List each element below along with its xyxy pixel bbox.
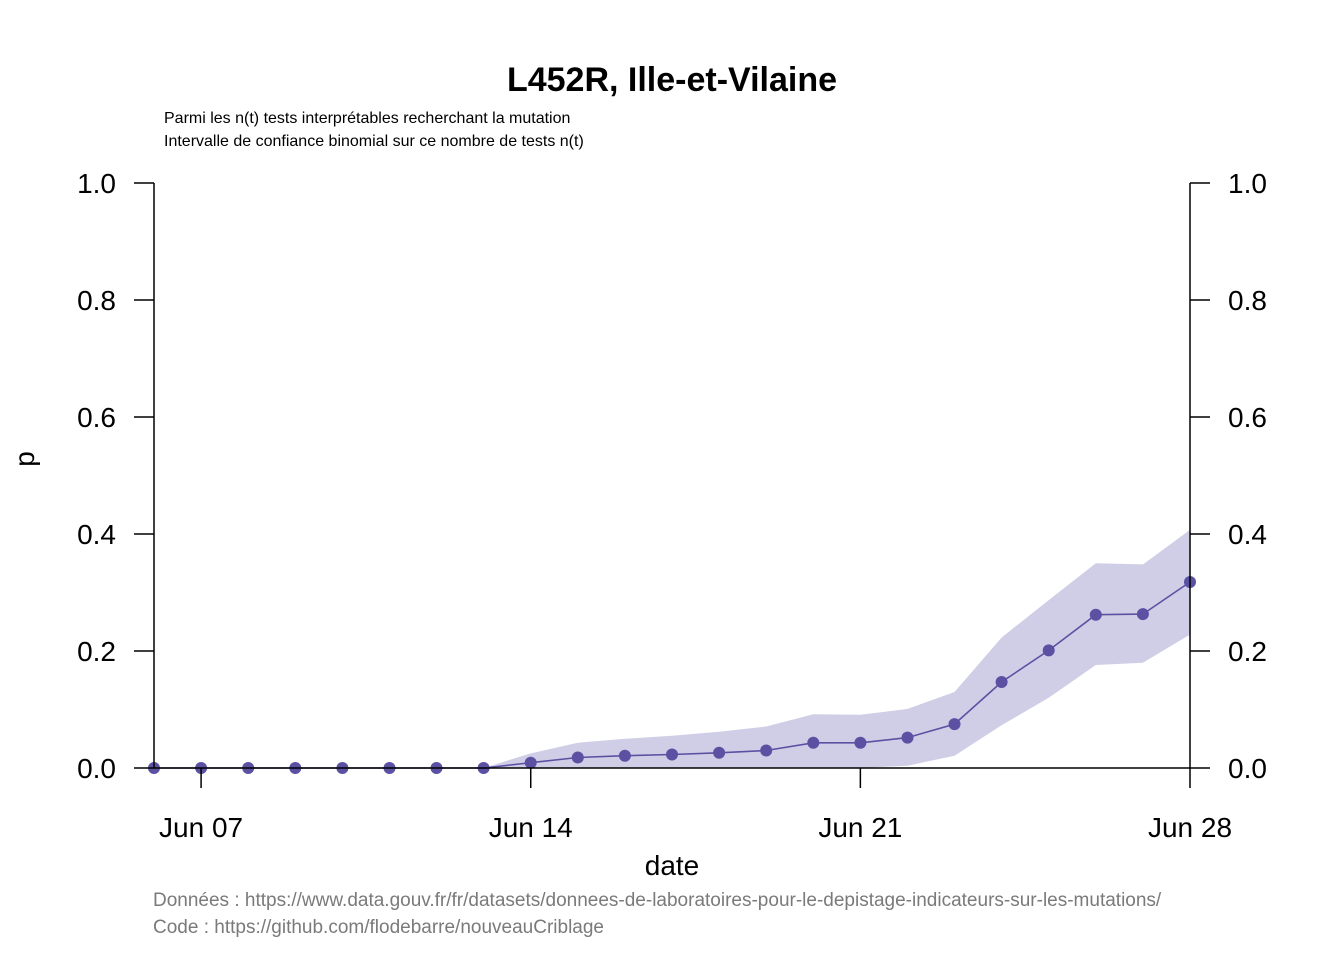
axes-layer: 0.0 0.0 0.2 0.2 0.4 0.4 0.6 0.6 0.8 0.8 1.0 1.0 Jun … <box>77 168 1267 843</box>
x-tick-label: Jun 07 <box>159 812 243 843</box>
data-point <box>1089 608 1102 621</box>
confidence-band <box>154 529 1190 768</box>
data-point <box>571 751 584 764</box>
y-tick-label-right: 0.0 <box>1228 753 1267 784</box>
caption-data-source: Données : https://www.data.gouv.fr/fr/da… <box>153 890 1162 911</box>
data-point <box>713 746 726 759</box>
x-tick-label: Jun 21 <box>818 812 902 843</box>
data-point <box>666 748 678 761</box>
y-tick-label-right: 0.4 <box>1228 519 1267 550</box>
y-tick-label-right: 0.6 <box>1228 402 1267 433</box>
data-point <box>1136 608 1149 621</box>
y-tick-label-left: 0.2 <box>77 636 116 667</box>
data-point <box>901 731 914 744</box>
y-tick-label-right: 0.8 <box>1228 285 1267 316</box>
data-point <box>807 736 820 749</box>
y-tick-label-right: 1.0 <box>1228 168 1267 199</box>
data-point <box>1042 644 1055 657</box>
data-point <box>948 718 961 731</box>
chart-subtitle-line-2: Intervalle de confiance binomial sur ce … <box>164 133 584 150</box>
x-tick-label: Jun 28 <box>1148 812 1232 843</box>
data-point <box>618 749 631 762</box>
data-point <box>995 676 1008 688</box>
chart-title: L452R, Ille-et-Vilaine <box>507 61 837 99</box>
chart-subtitle-line-1: Parmi les n(t) tests interprétables rech… <box>164 110 570 127</box>
caption-code-source: Code : https://github.com/flodebarre/nou… <box>153 917 604 938</box>
x-axis-label: date <box>645 850 700 881</box>
confidence-band-layer <box>154 529 1190 768</box>
y-tick-label-left: 0.0 <box>77 753 116 784</box>
data-point <box>760 744 773 757</box>
y-tick-label-left: 1.0 <box>77 168 116 199</box>
y-tick-label-left: 0.8 <box>77 285 116 316</box>
y-tick-label-right: 0.2 <box>1228 636 1267 667</box>
x-tick-label: Jun 14 <box>489 812 573 843</box>
y-tick-label-left: 0.4 <box>77 519 116 550</box>
y-axis-label: p <box>9 451 40 467</box>
y-tick-label-left: 0.6 <box>77 402 116 433</box>
data-point <box>524 756 537 769</box>
data-point <box>854 736 867 749</box>
